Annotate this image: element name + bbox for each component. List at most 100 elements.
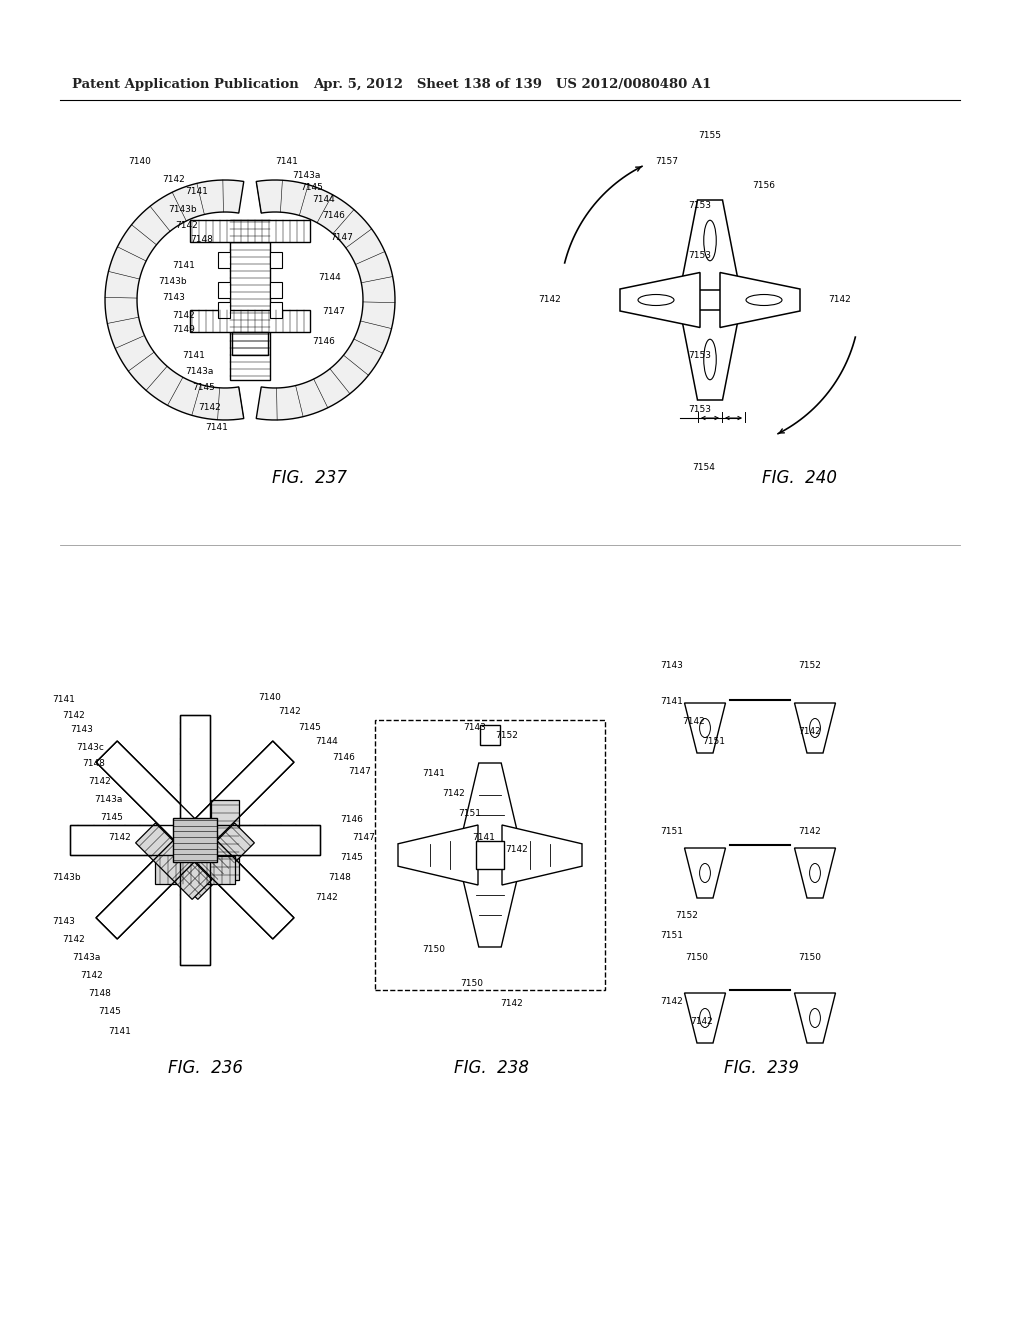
Text: 7141: 7141 <box>472 833 495 842</box>
Ellipse shape <box>810 1008 820 1027</box>
Text: 7145: 7145 <box>100 813 123 822</box>
Ellipse shape <box>810 718 820 738</box>
Polygon shape <box>218 282 230 298</box>
Text: 7143: 7143 <box>70 726 93 734</box>
Text: 7152: 7152 <box>675 911 698 920</box>
Text: 7148: 7148 <box>328 874 351 883</box>
Ellipse shape <box>703 339 716 380</box>
Text: 7145: 7145 <box>340 854 362 862</box>
Bar <box>480 725 500 744</box>
Text: 7152: 7152 <box>798 660 821 669</box>
Polygon shape <box>680 310 740 400</box>
Text: 7155: 7155 <box>698 131 722 140</box>
Text: 7153: 7153 <box>688 405 711 414</box>
Text: 7142: 7142 <box>88 777 111 787</box>
Text: FIG.  240: FIG. 240 <box>763 469 838 487</box>
Polygon shape <box>795 993 836 1043</box>
Text: 7142: 7142 <box>798 828 821 837</box>
Polygon shape <box>795 847 836 898</box>
Text: 7150: 7150 <box>422 945 445 954</box>
Polygon shape <box>684 847 725 898</box>
Text: 7148: 7148 <box>88 989 111 998</box>
Bar <box>375 719 605 990</box>
Text: 7146: 7146 <box>332 752 355 762</box>
Text: 7143: 7143 <box>464 722 486 731</box>
Polygon shape <box>180 715 210 965</box>
Text: FIG.  236: FIG. 236 <box>168 1059 243 1077</box>
Text: 7143a: 7143a <box>292 170 321 180</box>
Text: 7147: 7147 <box>352 833 375 842</box>
Polygon shape <box>398 825 478 884</box>
Text: 7142: 7142 <box>828 296 851 305</box>
Text: Apr. 5, 2012   Sheet 138 of 139   US 2012/0080480 A1: Apr. 5, 2012 Sheet 138 of 139 US 2012/00… <box>312 78 712 91</box>
Text: 7142: 7142 <box>80 970 102 979</box>
Text: 7157: 7157 <box>655 157 678 166</box>
Text: 7142: 7142 <box>278 708 301 717</box>
Text: 7144: 7144 <box>315 738 338 747</box>
Text: 7150: 7150 <box>460 978 483 987</box>
Text: 7142: 7142 <box>505 846 527 854</box>
Text: 7145: 7145 <box>298 722 321 731</box>
Polygon shape <box>684 993 725 1043</box>
Text: 7142: 7142 <box>62 710 85 719</box>
Polygon shape <box>795 704 836 752</box>
Polygon shape <box>218 252 230 268</box>
Text: 7143a: 7143a <box>72 953 100 961</box>
Polygon shape <box>96 741 294 939</box>
Text: 7156: 7156 <box>752 181 775 190</box>
Text: 7140: 7140 <box>128 157 151 166</box>
Polygon shape <box>70 825 319 855</box>
Text: 7142: 7142 <box>315 894 338 903</box>
Text: FIG.  238: FIG. 238 <box>455 1059 529 1077</box>
Text: 7142: 7142 <box>108 833 131 842</box>
Text: 7143a: 7143a <box>185 367 213 376</box>
Text: 7146: 7146 <box>322 210 345 219</box>
Text: 7147: 7147 <box>322 308 345 317</box>
Text: 7146: 7146 <box>340 816 362 825</box>
Text: 7152: 7152 <box>495 730 518 739</box>
Polygon shape <box>720 272 800 327</box>
Text: 7141: 7141 <box>422 768 444 777</box>
Text: 7142: 7142 <box>682 718 705 726</box>
Polygon shape <box>211 800 239 880</box>
Ellipse shape <box>699 1008 711 1027</box>
Ellipse shape <box>699 718 711 738</box>
Text: 7141: 7141 <box>172 260 195 269</box>
Polygon shape <box>218 302 230 318</box>
Text: 7142: 7142 <box>500 998 522 1007</box>
Text: 7142: 7142 <box>198 404 221 412</box>
Text: FIG.  237: FIG. 237 <box>272 469 347 487</box>
Polygon shape <box>502 825 582 884</box>
Polygon shape <box>620 272 700 327</box>
Text: 7143c: 7143c <box>76 742 103 751</box>
Polygon shape <box>232 333 268 355</box>
Text: 7141: 7141 <box>182 351 205 359</box>
Polygon shape <box>178 824 254 899</box>
Text: 7143b: 7143b <box>168 206 197 214</box>
Text: 7142: 7142 <box>660 998 683 1006</box>
Text: 7142: 7142 <box>538 296 561 305</box>
Text: 7148: 7148 <box>190 235 213 244</box>
Text: 7151: 7151 <box>660 828 683 837</box>
Polygon shape <box>96 741 294 939</box>
Polygon shape <box>460 763 520 843</box>
Polygon shape <box>135 824 212 899</box>
Ellipse shape <box>810 863 820 883</box>
Text: 7153: 7153 <box>688 201 711 210</box>
Text: 7142: 7142 <box>162 176 184 185</box>
Polygon shape <box>256 180 395 420</box>
Text: 7141: 7141 <box>52 696 75 705</box>
Polygon shape <box>270 252 282 268</box>
Text: 7154: 7154 <box>692 463 715 473</box>
Text: 7153: 7153 <box>688 351 711 359</box>
Polygon shape <box>155 855 234 884</box>
Text: 7142: 7142 <box>175 220 198 230</box>
Polygon shape <box>105 180 244 420</box>
Text: 7140: 7140 <box>258 693 281 701</box>
Text: 7143: 7143 <box>162 293 185 301</box>
Text: 7149: 7149 <box>172 326 195 334</box>
Text: 7144: 7144 <box>318 273 341 282</box>
Text: 7141: 7141 <box>660 697 683 706</box>
Text: 7150: 7150 <box>798 953 821 962</box>
Ellipse shape <box>746 294 782 305</box>
